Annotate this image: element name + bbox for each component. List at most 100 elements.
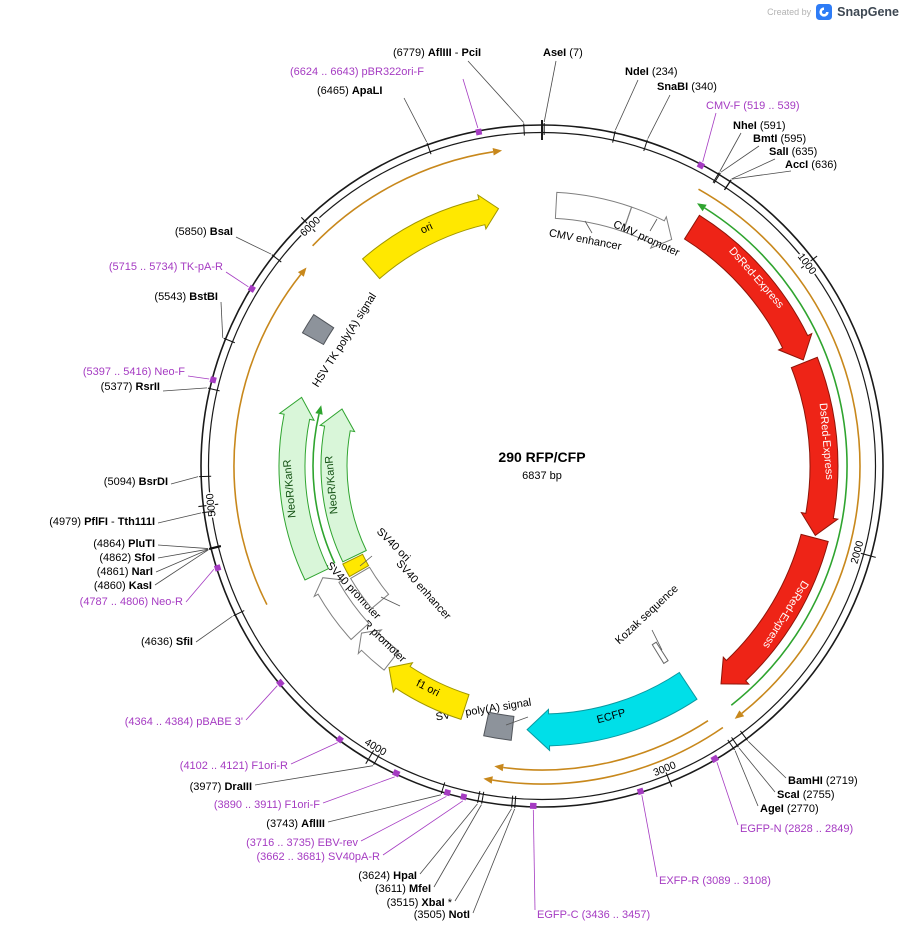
feature-shape-hsv-tk-polya-signal[interactable] bbox=[301, 313, 335, 346]
feature-neor-kanr-inner[interactable]: NeoR/KanR bbox=[318, 408, 367, 563]
feature-dsred-express-1[interactable]: DsRed-Express bbox=[683, 214, 813, 361]
feature-hsv-tk-polya-signal[interactable]: HSV TK poly(A) signal bbox=[301, 291, 380, 390]
feature-kozak-sequence[interactable]: Kozak sequence bbox=[613, 583, 681, 665]
feature-shape-sv40-promoter[interactable] bbox=[313, 577, 370, 641]
feature-shape-dsred-express-3[interactable] bbox=[720, 533, 829, 685]
primer-mark-f1ori-r[interactable] bbox=[335, 735, 344, 744]
feature-dsred-express-2[interactable]: DsRed-Express bbox=[790, 356, 840, 537]
primer-mark-tk-pa-r[interactable] bbox=[247, 284, 256, 293]
callout-label-pbabe-3[interactable]: (4364 .. 4384) pBABE 3' bbox=[125, 716, 243, 728]
callout-label-nheI[interactable]: NheI (591) bbox=[733, 120, 786, 132]
callout-label-egfp-n[interactable]: EGFP-N (2828 .. 2849) bbox=[740, 823, 853, 835]
callout-label-snaBI[interactable]: SnaBI (340) bbox=[657, 81, 717, 93]
feature-shape-kozak-sequence[interactable] bbox=[651, 641, 669, 665]
callout-label-notI[interactable]: (3505) NotI bbox=[414, 909, 470, 921]
callout-label-aflIII-pciI[interactable]: (6779) AflIII - PciI bbox=[393, 47, 481, 59]
feature-shape-neor-kanr-outer[interactable] bbox=[278, 396, 330, 581]
primer-mark-exfp-r[interactable] bbox=[636, 787, 645, 796]
orf-arc-head-2 bbox=[483, 776, 493, 784]
feature-shape-f1-ori[interactable] bbox=[388, 661, 470, 721]
feature-shape-dsred-express-1[interactable] bbox=[683, 214, 813, 361]
feature-shape-dsred-express-2[interactable] bbox=[790, 356, 840, 537]
feature-shape-ampr-promoter[interactable] bbox=[357, 629, 400, 671]
primer-mark-ebv-rev[interactable] bbox=[443, 788, 452, 797]
callout-label-tk-pa-r[interactable]: (5715 .. 5734) TK-pA-R bbox=[109, 261, 223, 273]
callout-label-egfp-c[interactable]: EGFP-C (3436 .. 3457) bbox=[537, 909, 650, 921]
feature-shape-sv40-ori[interactable] bbox=[342, 553, 370, 578]
callout-label-neo-f[interactable]: (5397 .. 5416) Neo-F bbox=[83, 366, 185, 378]
credit-prefix-text: Created by bbox=[767, 7, 812, 17]
callout-label-accI[interactable]: AccI (636) bbox=[785, 159, 837, 171]
primer-mark-pbabe-3[interactable] bbox=[276, 678, 285, 688]
feature-neor-kanr-outer[interactable]: NeoR/KanR bbox=[278, 396, 330, 581]
callout-label-f1ori-r[interactable]: (4102 .. 4121) F1ori-R bbox=[180, 760, 288, 772]
callout-label-aseI[interactable]: AseI (7) bbox=[543, 47, 583, 59]
callout-label-sv40pa-r[interactable]: (3662 .. 3681) SV40pA-R bbox=[256, 851, 380, 863]
primer-mark-sv40pa-r[interactable] bbox=[460, 793, 468, 801]
callout-label-pflFI-tth111I[interactable]: (4979) PflFI - Tth111I bbox=[49, 516, 155, 528]
callout-line-neo-r bbox=[185, 569, 215, 603]
site-mark-notI bbox=[514, 795, 517, 808]
callout-line-pbabe-3 bbox=[245, 685, 278, 721]
callout-label-rsrII[interactable]: (5377) RsrII bbox=[101, 381, 160, 393]
callout-label-sfoI[interactable]: (4862) SfoI bbox=[99, 552, 155, 564]
feature-f1-ori[interactable]: f1 ori bbox=[388, 661, 470, 721]
callout-label-apaLI[interactable]: (6465) ApaLI bbox=[317, 85, 382, 97]
callout-label-hpaI[interactable]: (3624) HpaI bbox=[358, 870, 417, 882]
feature-shape-ecfp[interactable] bbox=[526, 671, 698, 752]
feature-label-sv40-enhancer: SV40 enhancer bbox=[393, 558, 453, 623]
callout-label-draIII[interactable]: (3977) DraIII bbox=[190, 781, 252, 793]
feature-shape-ori[interactable] bbox=[361, 193, 500, 280]
callout-line-sfiI bbox=[195, 615, 233, 643]
orf-arc-head-3 bbox=[494, 763, 504, 772]
callout-label-xbaI[interactable]: (3515) XbaI * bbox=[387, 897, 453, 909]
callout-label-ndeI[interactable]: NdeI (234) bbox=[625, 66, 678, 78]
callout-label-salI[interactable]: SalI (635) bbox=[769, 146, 817, 158]
callout-label-f1ori-f[interactable]: (3890 .. 3911) F1ori-F bbox=[214, 799, 320, 811]
primer-mark-neo-f[interactable] bbox=[209, 376, 217, 384]
callout-line-f1ori-r bbox=[290, 742, 338, 765]
feature-shape-sv40-polya-signal[interactable] bbox=[483, 711, 515, 741]
callout-label-exfp-r[interactable]: EXFP-R (3089 .. 3108) bbox=[659, 875, 771, 887]
callout-label-ebv-rev[interactable]: (3716 .. 3735) EBV-rev bbox=[246, 837, 358, 849]
callout-label-pluTI[interactable]: (4864) PluTI bbox=[93, 538, 155, 550]
primer-mark-neo-r[interactable] bbox=[213, 564, 222, 572]
callout-label-aflIII-2[interactable]: (3743) AflIII bbox=[266, 818, 325, 830]
callout-label-narI[interactable]: (4861) NarI bbox=[97, 566, 153, 578]
feature-label-cmv-enhancer: CMV enhancer bbox=[548, 227, 623, 253]
site-mark-bamHI bbox=[740, 730, 749, 741]
callout-label-ageI[interactable]: AgeI (2770) bbox=[760, 803, 819, 815]
callout-label-pbr322ori-f[interactable]: (6624 .. 6643) pBR322ori-F bbox=[290, 66, 424, 78]
callout-label-bstBI[interactable]: (5543) BstBI bbox=[154, 291, 218, 303]
primer-mark-pbr322ori-f[interactable] bbox=[475, 128, 483, 136]
callout-label-kasI[interactable]: (4860) KasI bbox=[94, 580, 152, 592]
callout-line-accI bbox=[731, 170, 792, 180]
callout-line-ndeI bbox=[615, 79, 639, 131]
callout-label-bsaI[interactable]: (5850) BsaI bbox=[175, 226, 233, 238]
site-mark-snaBI bbox=[643, 139, 648, 152]
primer-mark-f1ori-f[interactable] bbox=[391, 769, 401, 778]
callout-label-cmv-f[interactable]: CMV-F (519 .. 539) bbox=[706, 100, 800, 112]
feature-shape-sv40-enhancer[interactable] bbox=[349, 566, 390, 610]
callout-label-sfiI[interactable]: (4636) SfiI bbox=[141, 636, 193, 648]
tick-label-1000: 1000 bbox=[795, 251, 819, 277]
callout-label-bmtI[interactable]: BmtI (595) bbox=[753, 133, 806, 145]
callout-line-notI bbox=[472, 808, 516, 914]
site-mark-rsrII bbox=[207, 387, 220, 392]
callout-label-bamHI[interactable]: BamHI (2719) bbox=[788, 775, 858, 787]
feature-shape-neor-kanr-inner[interactable] bbox=[318, 408, 367, 563]
tick-2000 bbox=[856, 551, 876, 558]
callout-label-neo-r[interactable]: (4787 .. 4806) Neo-R bbox=[80, 596, 183, 608]
callout-label-mfeI[interactable]: (3611) MfeI bbox=[375, 883, 431, 895]
feature-label-sv40-ori: SV40 ori bbox=[374, 526, 412, 564]
feature-ecfp[interactable]: ECFP bbox=[526, 671, 698, 752]
callout-line-bsrDI bbox=[170, 476, 199, 485]
primer-mark-cmv-f[interactable] bbox=[696, 161, 706, 170]
feature-ori[interactable]: ori bbox=[361, 193, 500, 280]
primer-mark-egfp-n[interactable] bbox=[710, 754, 720, 764]
callout-label-scaI[interactable]: ScaI (2755) bbox=[777, 789, 835, 801]
feature-shape-cmv-promoter[interactable] bbox=[622, 206, 673, 250]
feature-label-neor-kanr-inner: NeoR/KanR bbox=[323, 455, 340, 515]
callout-label-bsrDI[interactable]: (5094) BsrDI bbox=[104, 476, 168, 488]
